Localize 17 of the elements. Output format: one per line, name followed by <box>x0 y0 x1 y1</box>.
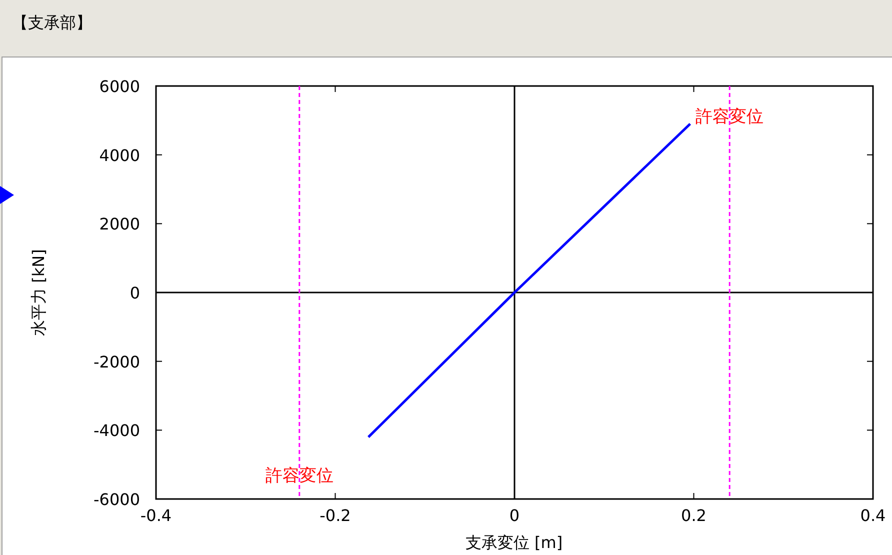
y-tick-label: 2000 <box>99 214 140 234</box>
x-tick-label: -0.2 <box>320 506 351 525</box>
y-tick-label: -2000 <box>94 352 140 372</box>
x-axis-title: 支承変位 [m] <box>465 533 563 552</box>
y-tick-label: 0 <box>130 284 140 302</box>
ref-line-label: 許容変位 <box>265 466 334 486</box>
y-tick-label: 4000 <box>99 146 140 165</box>
y-axis-title: 水平力 [kN] <box>29 249 48 336</box>
x-tick-label: 0 <box>509 506 520 525</box>
x-tick-label: 0.2 <box>681 506 706 525</box>
y-tick-label: -6000 <box>94 490 140 509</box>
ref-line-label: 許容変位 <box>696 107 764 127</box>
x-tick-label: -0.4 <box>140 506 172 525</box>
y-tick-label: -4000 <box>94 421 140 440</box>
x-tick-label: 0.4 <box>860 506 886 525</box>
chart-title: 【支承部】 <box>12 13 92 32</box>
y-tick-label: 6000 <box>99 77 140 96</box>
